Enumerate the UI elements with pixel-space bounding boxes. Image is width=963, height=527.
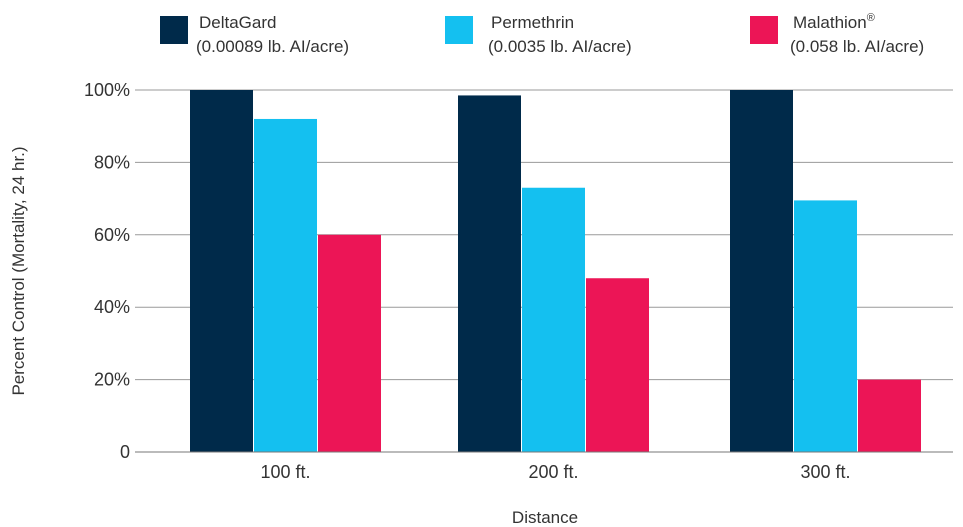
x-tick-label: 300 ft. <box>800 462 850 482</box>
legend-label-permethrin: Permethrin <box>491 13 574 32</box>
legend-rate-deltagard: (0.00089 lb. AI/acre) <box>196 37 349 56</box>
legend-label-malathion: Malathion® <box>793 12 875 32</box>
legend-name: Permethrin <box>491 13 574 32</box>
bar-malathion-2 <box>858 379 921 452</box>
legend-swatch-permethrin <box>445 16 473 44</box>
y-axis-label: Percent Control (Mortality, 24 hr.) <box>9 146 28 395</box>
bar-malathion-1 <box>586 278 649 452</box>
legend-swatch-deltagard <box>160 16 188 44</box>
y-tick-label: 60% <box>94 225 130 245</box>
legend: DeltaGard (0.00089 lb. AI/acre) Permethrin… <box>160 12 924 56</box>
x-axis-ticks: 100 ft. 200 ft. 300 ft. <box>260 462 850 482</box>
x-axis-label: Distance <box>512 508 578 527</box>
legend-rate-permethrin: (0.0035 lb. AI/acre) <box>488 37 632 56</box>
legend-swatch-malathion <box>750 16 778 44</box>
bars <box>190 90 921 453</box>
y-tick-label: 20% <box>94 370 130 390</box>
bar-permethrin-2 <box>794 200 857 452</box>
y-axis-ticks: 0 20% 40% 60% 80% 100% <box>84 80 130 462</box>
bar-permethrin-1 <box>522 187 585 453</box>
legend-label-deltagard: DeltaGard <box>199 13 276 32</box>
legend-rate-malathion: (0.058 lb. AI/acre) <box>790 37 924 56</box>
y-tick-label: 100% <box>84 80 130 100</box>
bar-malathion-0 <box>318 234 381 452</box>
bar-deltagard-1 <box>458 95 521 453</box>
x-tick-label: 200 ft. <box>528 462 578 482</box>
bar-deltagard-0 <box>190 90 253 452</box>
bar-permethrin-0 <box>254 118 317 453</box>
registered-mark: ® <box>867 12 875 24</box>
legend-name: Malathion <box>793 13 867 32</box>
y-tick-label: 80% <box>94 152 130 172</box>
x-tick-label: 100 ft. <box>260 462 310 482</box>
y-tick-label: 0 <box>120 442 130 462</box>
legend-name: DeltaGard <box>199 13 276 32</box>
bar-deltagard-2 <box>730 90 793 452</box>
y-tick-label: 40% <box>94 297 130 317</box>
